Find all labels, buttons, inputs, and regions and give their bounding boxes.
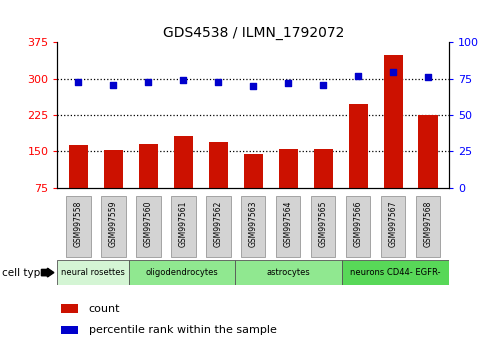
Text: GSM997565: GSM997565: [319, 200, 328, 247]
Bar: [348, 104, 368, 188]
FancyBboxPatch shape: [311, 196, 335, 257]
Text: oligodendrocytes: oligodendrocytes: [146, 268, 219, 277]
Point: [144, 79, 152, 85]
Bar: [209, 142, 228, 188]
Bar: [174, 136, 193, 188]
FancyBboxPatch shape: [129, 260, 236, 285]
Point: [179, 78, 187, 83]
Point: [319, 82, 327, 87]
Text: GSM997564: GSM997564: [284, 200, 293, 247]
Bar: [419, 115, 438, 188]
FancyBboxPatch shape: [136, 196, 161, 257]
Bar: [313, 149, 333, 188]
Text: GSM997559: GSM997559: [109, 200, 118, 247]
Text: count: count: [89, 304, 120, 314]
Point: [249, 83, 257, 89]
Bar: [69, 145, 88, 188]
FancyBboxPatch shape: [346, 196, 370, 257]
Text: GSM997566: GSM997566: [354, 200, 363, 247]
Text: GSM997562: GSM997562: [214, 200, 223, 247]
Text: neural rosettes: neural rosettes: [61, 268, 125, 277]
Bar: [61, 304, 78, 313]
Point: [354, 73, 362, 79]
Point: [389, 69, 397, 74]
FancyBboxPatch shape: [206, 196, 231, 257]
Text: astrocytes: astrocytes: [267, 268, 311, 277]
Text: GSM997568: GSM997568: [424, 200, 433, 247]
Title: GDS4538 / ILMN_1792072: GDS4538 / ILMN_1792072: [163, 26, 344, 40]
Bar: [384, 55, 403, 188]
FancyBboxPatch shape: [171, 196, 196, 257]
FancyBboxPatch shape: [57, 260, 129, 285]
FancyBboxPatch shape: [276, 196, 300, 257]
Point: [74, 79, 82, 85]
FancyBboxPatch shape: [101, 196, 126, 257]
Text: GSM997558: GSM997558: [74, 200, 83, 247]
Text: cell type: cell type: [2, 268, 47, 278]
Bar: [139, 144, 158, 188]
Text: GSM997567: GSM997567: [389, 200, 398, 247]
Bar: [104, 150, 123, 188]
Point: [424, 74, 432, 80]
Point: [214, 79, 222, 85]
FancyBboxPatch shape: [236, 260, 342, 285]
Text: neurons CD44- EGFR-: neurons CD44- EGFR-: [350, 268, 441, 277]
Text: GSM997563: GSM997563: [249, 200, 258, 247]
FancyBboxPatch shape: [241, 196, 265, 257]
Bar: [278, 149, 298, 188]
Point: [284, 80, 292, 86]
Text: GSM997560: GSM997560: [144, 200, 153, 247]
FancyBboxPatch shape: [342, 260, 449, 285]
Bar: [244, 154, 263, 188]
FancyBboxPatch shape: [416, 196, 440, 257]
Text: percentile rank within the sample: percentile rank within the sample: [89, 325, 277, 336]
Bar: [61, 326, 78, 335]
FancyBboxPatch shape: [66, 196, 91, 257]
FancyArrow shape: [41, 268, 54, 277]
Point: [109, 82, 117, 87]
FancyBboxPatch shape: [381, 196, 405, 257]
Text: GSM997561: GSM997561: [179, 200, 188, 247]
